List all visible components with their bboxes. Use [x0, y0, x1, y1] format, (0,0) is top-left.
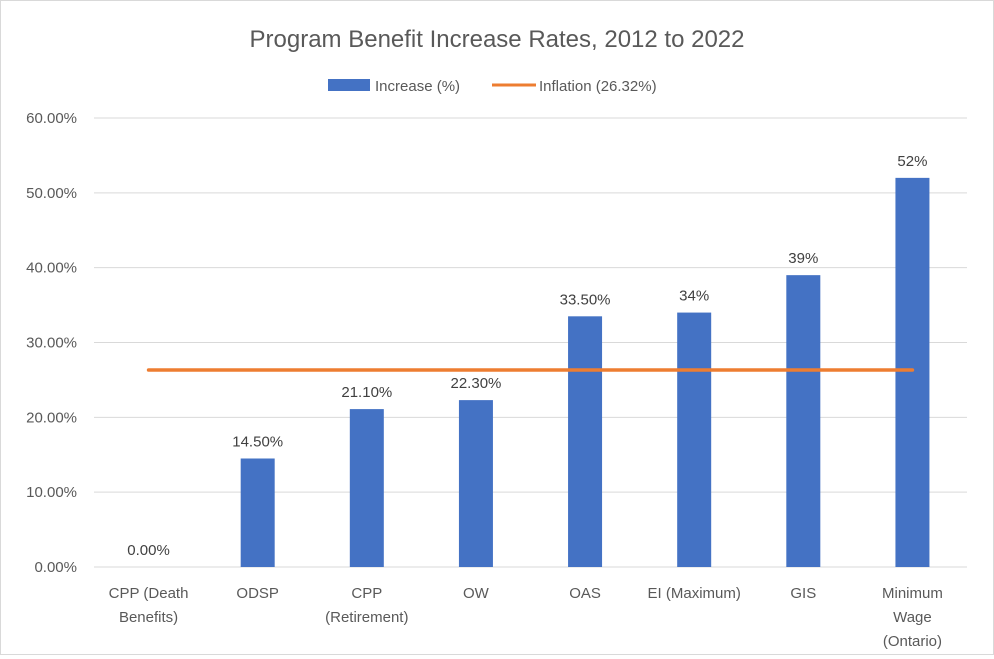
data-label: 22.30% [451, 375, 502, 392]
x-tick-label: GIS [790, 585, 816, 602]
y-tick-label: 40.00% [26, 260, 77, 277]
bar [786, 275, 821, 567]
y-axis: 0.00% 10.00% 20.00% 30.00% 40.00% 50.00% 60.00… [26, 110, 77, 576]
x-tick-label: CPP (Death [109, 585, 189, 602]
chart-title: Program Benefit Increase Rates, 2012 to … [250, 26, 745, 53]
y-tick-label: 60.00% [26, 110, 77, 127]
x-tick-label: (Retirement) [325, 609, 408, 626]
data-label: 39% [788, 250, 818, 267]
data-label: 21.10% [341, 384, 392, 401]
x-tick-label: (Ontario) [883, 633, 942, 650]
bar [458, 400, 493, 567]
bar [895, 177, 930, 567]
bar [240, 458, 275, 567]
x-tick-label: Benefits) [119, 609, 178, 626]
y-tick-label: 30.00% [26, 335, 77, 352]
x-tick-label: EI (Maximum) [648, 585, 741, 602]
x-tick-label: OAS [569, 585, 601, 602]
legend-bar-label: Increase (%) [375, 78, 460, 95]
data-label: 0.00% [127, 542, 170, 559]
y-tick-label: 10.00% [26, 484, 77, 501]
bar [349, 409, 384, 567]
legend-bar-swatch [328, 79, 370, 91]
gridlines [94, 117, 967, 568]
bar [568, 316, 603, 567]
data-label: 33.50% [560, 291, 611, 308]
x-tick-label: OW [463, 585, 490, 602]
data-label: 34% [679, 288, 709, 305]
y-tick-label: 50.00% [26, 185, 77, 202]
data-labels: 0.00% 14.50% 21.10% 22.30% 33.50% 34% 39% 52% [127, 153, 927, 559]
x-axis: CPP (Death Benefits) ODSP CPP (Retirement) OW… [109, 585, 943, 650]
x-tick-label: CPP [351, 585, 382, 602]
x-tick-label: Wage [893, 609, 932, 626]
y-tick-label: 0.00% [34, 559, 77, 576]
legend-line-label: Inflation (26.32%) [539, 78, 657, 95]
x-tick-label: Minimum [882, 585, 943, 602]
data-label: 52% [897, 153, 927, 170]
bars [240, 177, 930, 567]
bar [677, 312, 712, 567]
y-tick-label: 20.00% [26, 409, 77, 426]
legend: Increase (%) Inflation (26.32%) [328, 78, 657, 95]
x-tick-label: ODSP [236, 585, 279, 602]
data-label: 14.50% [232, 433, 283, 450]
